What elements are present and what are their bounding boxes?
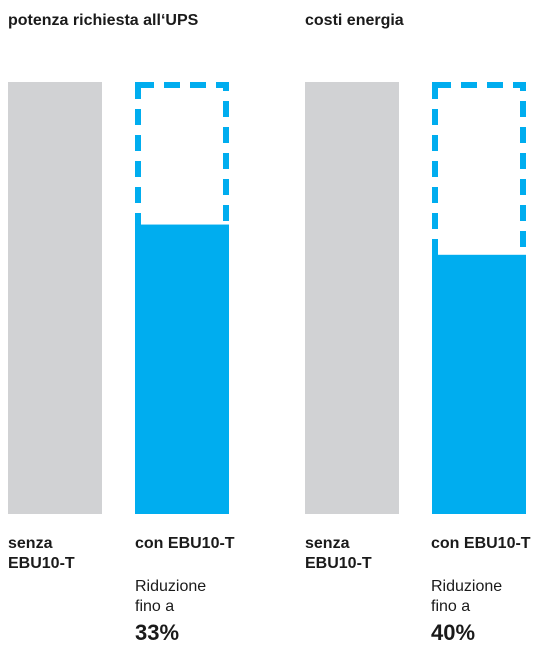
bar-con-potenza bbox=[135, 224, 229, 514]
category-label-senza-potenza: senza EBU10-T bbox=[8, 535, 75, 572]
reduction-note-costi: Riduzione fino a 40% bbox=[431, 577, 502, 647]
category-label-con-potenza: con EBU10-T bbox=[135, 535, 235, 552]
reduction-note-text: Riduzione fino a bbox=[135, 578, 207, 615]
reduction-percent-label: 33% bbox=[135, 620, 180, 645]
reduction-note-potenza: Riduzione fino a 33% bbox=[135, 577, 206, 647]
bar-senza-potenza bbox=[8, 82, 102, 514]
chart-title-costi: costi energia bbox=[305, 12, 404, 29]
reduction-percent-label: 40% bbox=[431, 620, 476, 645]
category-label-con-costi: con EBU10-T bbox=[431, 535, 531, 552]
chart-title-potenza: potenza richiesta all‘UPS bbox=[8, 12, 199, 29]
bar-senza-costi bbox=[305, 82, 399, 514]
reduction-note-text: Riduzione fino a bbox=[431, 578, 503, 615]
category-label-senza-costi: senza EBU10-T bbox=[305, 535, 372, 572]
bar-con-costi bbox=[432, 254, 526, 515]
